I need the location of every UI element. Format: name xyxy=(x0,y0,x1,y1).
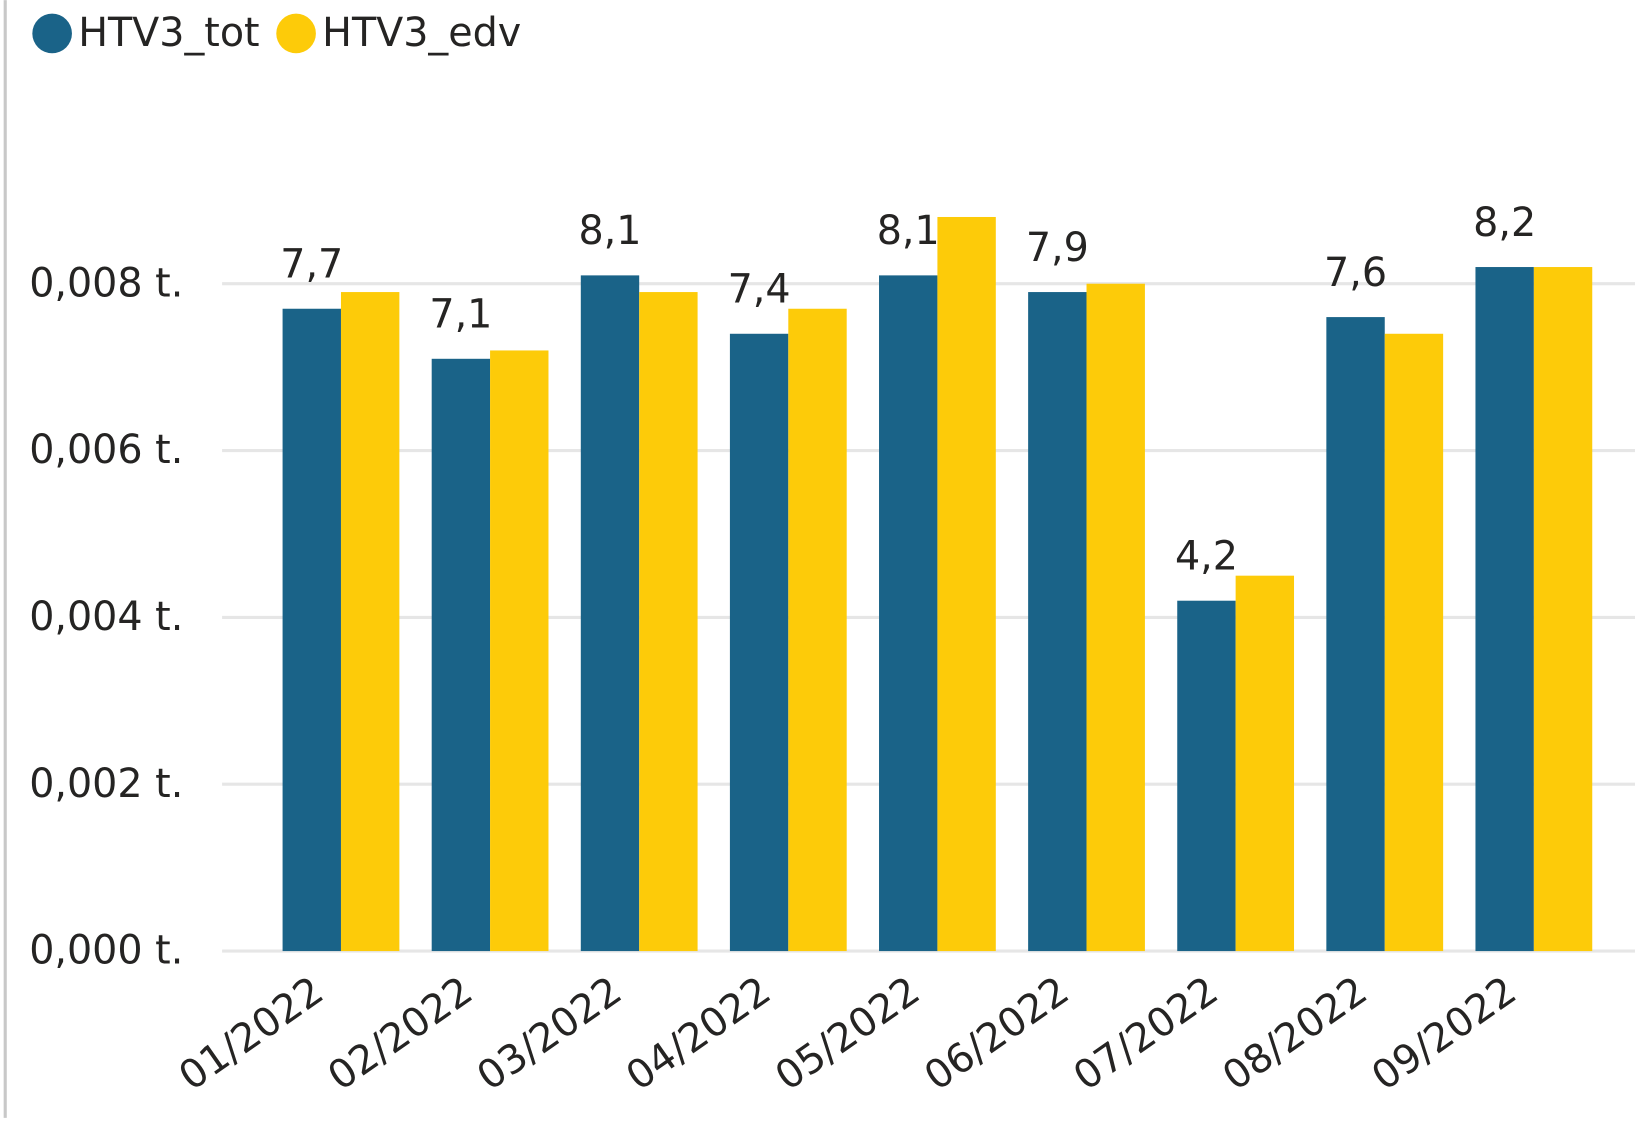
x-tick-label: 08/2022 xyxy=(1214,968,1375,1100)
y-tick-label: 0,004 t. xyxy=(29,594,183,640)
bar xyxy=(1533,267,1593,952)
bar xyxy=(639,292,698,952)
bar xyxy=(1177,600,1236,952)
bar xyxy=(1028,292,1087,952)
bar xyxy=(1475,267,1534,952)
x-tick-label: 04/2022 xyxy=(618,968,779,1100)
x-tick-label: 05/2022 xyxy=(767,968,928,1100)
bar xyxy=(1086,283,1145,952)
bar xyxy=(1326,317,1385,952)
x-tick-label: 03/2022 xyxy=(469,968,630,1100)
data-label: 7,6 xyxy=(1324,250,1387,296)
y-tick-label: 0,000 t. xyxy=(29,928,183,974)
bar xyxy=(580,275,640,952)
legend-swatch xyxy=(32,13,72,54)
bar xyxy=(431,358,491,952)
data-label: 8,1 xyxy=(578,208,641,254)
x-tick-label: 02/2022 xyxy=(320,968,481,1100)
data-label: 8,1 xyxy=(877,208,940,254)
bar xyxy=(729,333,789,952)
bar xyxy=(1235,575,1295,952)
y-tick-label: 0,008 t. xyxy=(29,260,183,306)
x-tick-label: 06/2022 xyxy=(916,968,1077,1100)
y-tick-label: 0,006 t. xyxy=(29,427,183,473)
legend-swatch xyxy=(276,13,316,54)
data-label: 7,7 xyxy=(280,242,343,288)
data-label: 7,1 xyxy=(429,292,492,338)
data-label: 8,2 xyxy=(1473,200,1536,246)
legend-label: HTV3_edv xyxy=(322,10,521,56)
legend-label: HTV3_tot xyxy=(78,10,259,56)
bar xyxy=(879,275,938,952)
x-tick-label: 07/2022 xyxy=(1065,968,1226,1100)
bar xyxy=(282,308,341,952)
bar xyxy=(340,292,400,952)
bar xyxy=(490,350,549,952)
y-tick-label: 0,002 t. xyxy=(29,761,183,807)
bar xyxy=(937,216,996,952)
data-label: 4,2 xyxy=(1175,534,1238,580)
x-tick-label: 09/2022 xyxy=(1364,968,1525,1100)
bar xyxy=(1384,333,1444,952)
x-tick-label: 01/2022 xyxy=(171,968,332,1100)
data-label: 7,9 xyxy=(1026,225,1089,271)
data-label: 7,4 xyxy=(728,267,791,313)
bar xyxy=(788,308,847,952)
